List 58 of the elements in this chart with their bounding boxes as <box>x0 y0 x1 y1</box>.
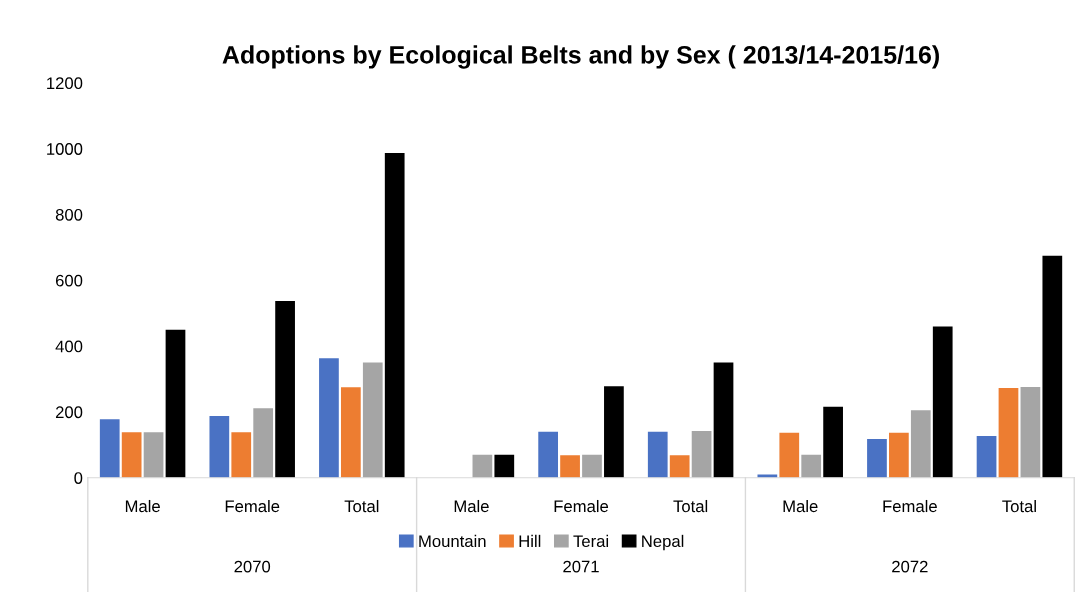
x-tick-label: Total <box>344 499 379 513</box>
bar <box>823 406 843 478</box>
bar <box>867 438 887 478</box>
bar <box>275 301 295 478</box>
x-tick-label: Male <box>125 499 160 513</box>
legend-label: Hill <box>519 534 541 547</box>
legend-label: Nepal <box>642 534 684 551</box>
bar <box>231 432 252 478</box>
bar <box>560 455 580 478</box>
bar <box>801 454 822 478</box>
text: 2071 <box>563 560 599 573</box>
bar <box>691 431 712 478</box>
x-tick-label: Total <box>673 499 708 513</box>
bar <box>582 454 602 478</box>
bar <box>713 362 734 478</box>
y-tick-label: 600 <box>55 274 83 287</box>
bar <box>472 454 493 478</box>
bar <box>1020 386 1041 478</box>
x-tick-label: Female <box>225 499 280 513</box>
y-tick-label: 1000 <box>47 143 83 155</box>
bar <box>143 432 164 478</box>
bar <box>932 326 953 478</box>
bar <box>976 435 997 478</box>
y-tick-label: 400 <box>55 340 83 353</box>
y-tick-label: 200 <box>55 406 83 419</box>
text: 2072 <box>892 560 928 573</box>
y-tick-label: 1200 <box>47 77 83 90</box>
bar <box>121 432 142 478</box>
chart-title: Adoptions by Ecological Belts and by Sex ( 2013/14-2015/16) <box>222 45 939 69</box>
bar <box>998 387 1019 478</box>
y-tick-label: 800 <box>55 208 83 221</box>
bar <box>538 431 559 478</box>
bar <box>165 329 186 478</box>
bar <box>362 362 383 478</box>
bar <box>910 410 931 478</box>
bar <box>253 408 274 478</box>
legend-label: Terai <box>573 534 609 548</box>
bar <box>669 455 690 478</box>
x-tick-label: Total <box>1002 499 1036 513</box>
bar <box>1042 255 1063 478</box>
y-tick-label: 0 <box>74 472 83 484</box>
text: 2070 <box>234 560 271 573</box>
bar <box>779 432 800 478</box>
bar <box>319 358 339 478</box>
x-tick-label: Male <box>454 499 489 513</box>
bar <box>209 415 230 478</box>
bar <box>494 454 515 478</box>
bar <box>889 432 909 478</box>
bar <box>340 387 361 478</box>
bar <box>99 419 120 478</box>
bar <box>604 386 624 478</box>
x-tick-label: Female <box>883 499 937 513</box>
x-tick-label: Female <box>554 499 609 513</box>
bar <box>647 431 668 478</box>
bar <box>384 152 405 478</box>
x-tick-label: Male <box>783 499 818 513</box>
legend-label: Mountain <box>419 534 486 548</box>
bar <box>757 474 778 478</box>
